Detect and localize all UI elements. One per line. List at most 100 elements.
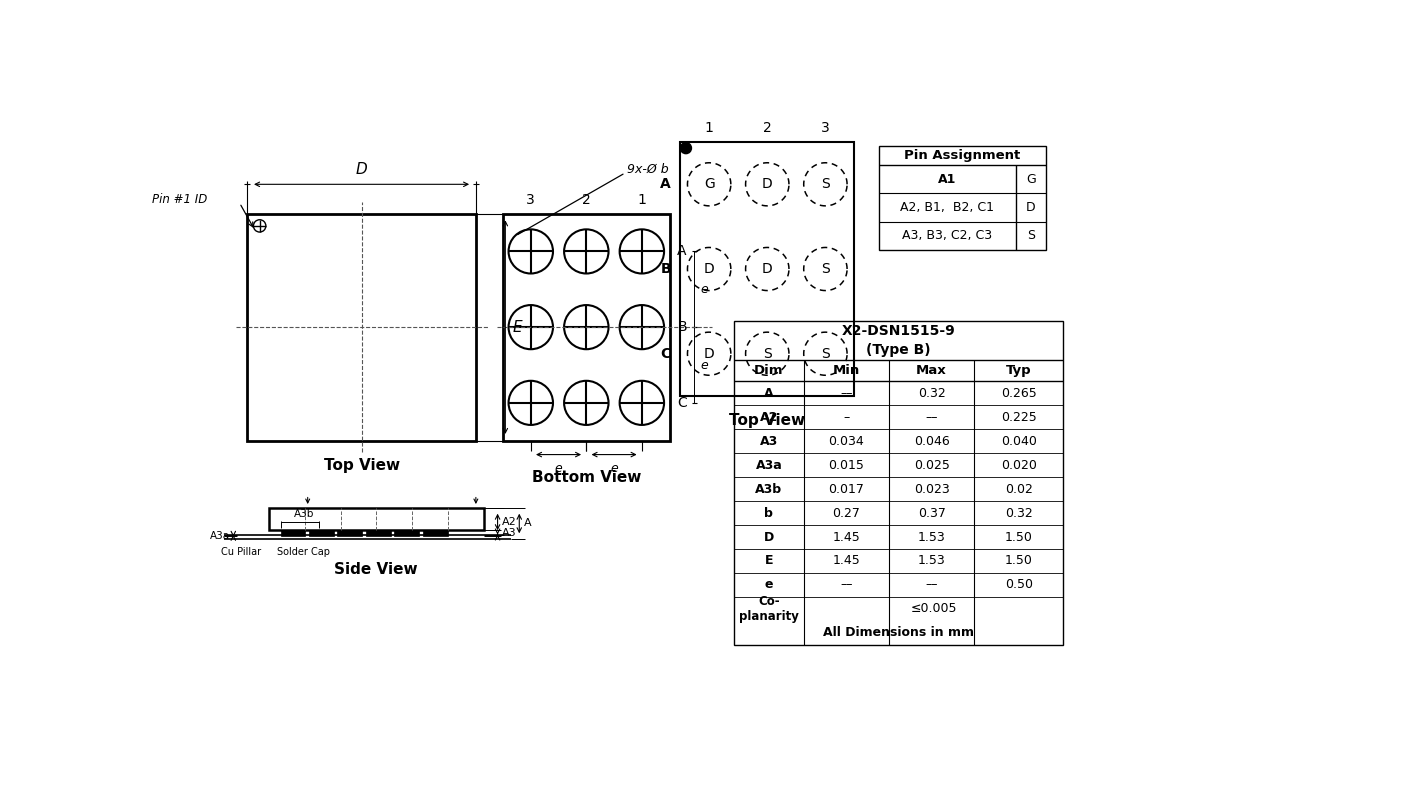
Text: Co-
planarity: Co- planarity <box>738 595 799 623</box>
Text: 1.45: 1.45 <box>832 531 861 543</box>
Bar <box>338 530 362 536</box>
Text: B: B <box>660 262 672 276</box>
Text: E: E <box>513 320 523 334</box>
Bar <box>310 530 334 536</box>
Text: A1: A1 <box>939 172 957 186</box>
Bar <box>395 530 419 536</box>
Text: ––: –– <box>926 579 937 591</box>
Text: A: A <box>524 519 531 528</box>
Text: E: E <box>764 555 772 567</box>
Bar <box>268 508 484 530</box>
Text: Dim: Dim <box>754 364 784 377</box>
Text: Pin Assignment: Pin Assignment <box>905 149 1021 162</box>
Text: A: A <box>764 387 774 400</box>
Text: D: D <box>763 177 772 192</box>
Bar <box>680 142 853 396</box>
Text: 1.50: 1.50 <box>1005 555 1032 567</box>
Text: 1.53: 1.53 <box>917 531 946 543</box>
Text: e: e <box>555 462 562 476</box>
Text: ––: –– <box>841 579 852 591</box>
Text: 0.025: 0.025 <box>913 459 950 472</box>
Text: S: S <box>821 262 829 276</box>
Text: D: D <box>763 262 772 276</box>
Text: 1.50: 1.50 <box>1005 531 1032 543</box>
Text: A: A <box>660 177 672 192</box>
Text: D: D <box>704 346 714 361</box>
Text: ––: –– <box>926 411 937 424</box>
Text: e: e <box>764 579 772 591</box>
Text: D: D <box>1027 201 1035 214</box>
Circle shape <box>680 143 692 153</box>
Text: e: e <box>611 462 618 476</box>
Text: 0.37: 0.37 <box>917 507 946 519</box>
Text: 1: 1 <box>638 193 646 207</box>
Text: 0.023: 0.023 <box>913 483 950 496</box>
Text: S: S <box>1027 229 1035 242</box>
Text: C: C <box>660 346 670 361</box>
Text: 0.015: 0.015 <box>828 459 865 472</box>
Text: Solder Cap: Solder Cap <box>277 547 331 557</box>
Text: D: D <box>704 262 714 276</box>
Text: Bottom View: Bottom View <box>531 470 640 485</box>
Text: A3: A3 <box>760 435 778 448</box>
Text: 0.034: 0.034 <box>828 435 865 448</box>
Bar <box>366 530 391 536</box>
Text: 3: 3 <box>527 193 535 207</box>
Text: ≤0.005: ≤0.005 <box>910 602 957 615</box>
Text: 0.046: 0.046 <box>913 435 950 448</box>
Text: A3b: A3b <box>294 509 314 519</box>
Text: D: D <box>764 531 774 543</box>
Text: 1.45: 1.45 <box>832 555 861 567</box>
Text: Max: Max <box>916 364 947 377</box>
Text: A: A <box>677 244 687 259</box>
Text: S: S <box>821 346 829 361</box>
Text: 0.265: 0.265 <box>1001 387 1037 400</box>
Text: A3: A3 <box>503 528 517 538</box>
Text: 0.040: 0.040 <box>1001 435 1037 448</box>
Text: 0.50: 0.50 <box>1005 579 1032 591</box>
Text: 1: 1 <box>704 121 714 135</box>
Text: A3a: A3a <box>210 531 230 541</box>
Text: A2, B1,  B2, C1: A2, B1, B2, C1 <box>900 201 994 214</box>
Text: 0.32: 0.32 <box>1005 507 1032 519</box>
Text: Pin #1 ID: Pin #1 ID <box>152 193 207 206</box>
Text: 0.225: 0.225 <box>1001 411 1037 424</box>
Text: Side View: Side View <box>335 562 417 577</box>
Text: b: b <box>764 507 774 519</box>
Bar <box>281 530 305 536</box>
Text: 9x-Ø b: 9x-Ø b <box>628 163 669 176</box>
Text: A3b: A3b <box>755 483 782 496</box>
Text: e: e <box>700 282 709 296</box>
Text: Top View: Top View <box>728 413 805 428</box>
Text: S: S <box>821 177 829 192</box>
Text: D: D <box>355 162 368 177</box>
Text: Typ: Typ <box>1005 364 1031 377</box>
Text: Min: Min <box>832 364 861 377</box>
Text: Top View: Top View <box>324 458 399 472</box>
Text: B: B <box>677 320 687 334</box>
Text: 2: 2 <box>763 121 771 135</box>
Text: ––: –– <box>841 387 852 400</box>
Text: S: S <box>763 346 771 361</box>
Text: –: – <box>843 411 849 424</box>
Text: 1.53: 1.53 <box>917 555 946 567</box>
Bar <box>503 214 670 440</box>
Bar <box>879 146 1045 250</box>
Text: 0.32: 0.32 <box>917 387 946 400</box>
Text: G: G <box>1025 172 1035 186</box>
Text: A2: A2 <box>503 517 517 527</box>
Text: X2-DSN1515-9
(Type B): X2-DSN1515-9 (Type B) <box>842 324 956 358</box>
Text: Cu Pillar: Cu Pillar <box>222 547 261 557</box>
Text: C: C <box>677 396 687 410</box>
Text: 0.02: 0.02 <box>1005 483 1032 496</box>
Text: G: G <box>704 177 714 192</box>
Bar <box>423 530 447 536</box>
Text: 0.017: 0.017 <box>828 483 865 496</box>
Text: 3: 3 <box>821 121 829 135</box>
Text: 2: 2 <box>582 193 591 207</box>
Text: e: e <box>700 358 709 372</box>
Text: A3a: A3a <box>755 459 782 472</box>
Text: All Dimensions in mm: All Dimensions in mm <box>824 626 974 639</box>
Bar <box>734 322 1064 645</box>
Text: 0.27: 0.27 <box>832 507 861 519</box>
